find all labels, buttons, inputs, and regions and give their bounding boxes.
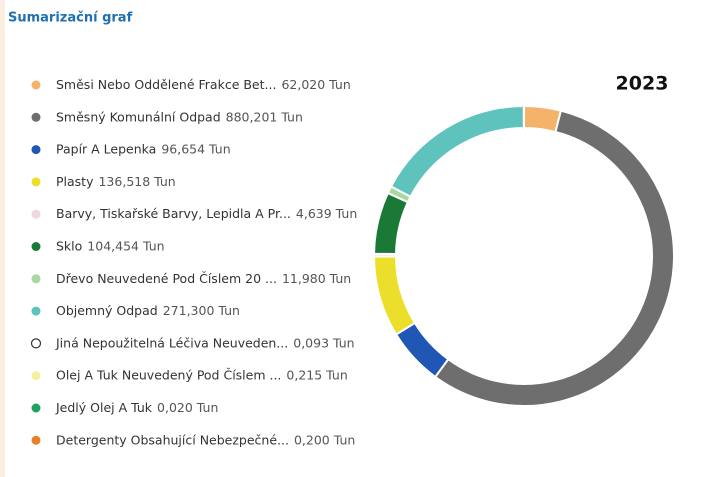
legend-marker — [31, 435, 41, 445]
legend-marker — [31, 274, 41, 284]
legend-name: Směsi Nebo Oddělené Frakce Bet... — [56, 77, 276, 92]
legend-marker — [31, 371, 41, 381]
legend-marker — [30, 338, 42, 349]
legend-entry: Detergenty Obsahující Nebezpečné... 0,200… — [56, 432, 355, 447]
legend-value: 271,300 Tun — [163, 303, 240, 318]
chart-title: Sumarizační graf — [8, 11, 133, 26]
legend-name: Papír A Lepenka — [56, 141, 156, 156]
legend-name: Jiná Nepoužitelná Léčiva Neuveden... — [55, 335, 288, 350]
legend-name: Jedlý Olej A Tuk — [55, 400, 153, 415]
legend-value: 104,454 Tun — [87, 238, 164, 253]
legend-name: Detergenty Obsahující Nebezpečné... — [56, 432, 289, 447]
legend-marker — [31, 145, 41, 155]
legend-entry: Objemný Odpad 271,300 Tun — [56, 303, 240, 318]
legend-marker — [31, 177, 41, 187]
legend-entry: Směsný Komunální Odpad 880,201 Tun — [56, 109, 303, 124]
legend-name: Olej A Tuk Neuvedený Pod Číslem ... — [56, 367, 281, 382]
donut-slice — [372, 255, 417, 336]
legend-value: 4,639 Tun — [296, 206, 357, 221]
edge-strip — [0, 0, 5, 477]
donut-slice — [389, 104, 525, 199]
legend-marker — [31, 80, 41, 90]
legend-value: 0,020 Tun — [157, 400, 218, 415]
donut-slice — [373, 191, 410, 256]
legend-name: Barvy, Tiskařské Barvy, Lepidla A Pr... — [56, 206, 291, 221]
legend-marker — [31, 209, 41, 219]
legend-entry: Papír A Lepenka 96,654 Tun — [56, 141, 231, 156]
legend-name: Objemný Odpad — [56, 303, 158, 318]
legend-entry: Dřevo Neuvedené Pod Číslem 20 ... 11,980 … — [56, 270, 351, 285]
legend-value: 0,200 Tun — [294, 432, 355, 447]
legend-name: Dřevo Neuvedené Pod Číslem 20 ... — [56, 270, 277, 285]
legend-entry: Sklo 104,454 Tun — [56, 238, 165, 253]
legend-value: 880,201 Tun — [226, 109, 303, 124]
legend-name: Plasty — [56, 173, 94, 188]
donut-slice — [394, 321, 450, 379]
legend-entry: Plasty 136,518 Tun — [56, 173, 176, 188]
legend-value: 0,093 Tun — [293, 335, 354, 350]
legend-value: 136,518 Tun — [98, 173, 175, 188]
legend-marker — [31, 306, 41, 316]
legend-entry: Jiná Nepoužitelná Léčiva Neuveden... 0,09… — [55, 335, 355, 350]
legend-name: Směsný Komunální Odpad — [56, 109, 221, 124]
legend-marker — [31, 403, 41, 413]
legend-entry: Barvy, Tiskařské Barvy, Lepidla A Pr... 4… — [56, 206, 357, 221]
legend-entry: Směsi Nebo Oddělené Frakce Bet... 62,020 … — [56, 77, 351, 92]
legend-marker — [31, 242, 41, 251]
donut-slice — [433, 109, 675, 407]
legend-entry: Olej A Tuk Neuvedený Pod Číslem ... 0,215… — [56, 367, 348, 382]
legend-value: 96,654 Tun — [161, 141, 230, 156]
legend-name: Sklo — [56, 238, 82, 253]
legend-value: 0,215 Tun — [286, 367, 347, 382]
legend-entry: Jedlý Olej A Tuk 0,020 Tun — [55, 400, 218, 415]
donut-slice — [523, 104, 563, 134]
chart-subtitle: 2023 — [616, 73, 669, 95]
legend-marker — [31, 112, 41, 122]
legend-value: 11,980 Tun — [282, 270, 351, 285]
legend-value: 62,020 Tun — [281, 77, 350, 92]
